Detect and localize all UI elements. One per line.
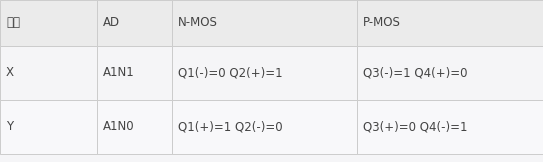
Bar [172, 46, 357, 100]
Text: A1N0: A1N0 [103, 121, 135, 133]
Bar [0, 46, 97, 100]
Bar [0, 0, 97, 46]
Bar [97, 46, 172, 100]
Text: Q3(-)=1 Q4(+)=0: Q3(-)=1 Q4(+)=0 [363, 66, 468, 80]
Bar [172, 100, 357, 154]
Text: 方向: 方向 [6, 17, 20, 29]
Text: Q1(-)=0 Q2(+)=1: Q1(-)=0 Q2(+)=1 [178, 66, 282, 80]
Bar [97, 100, 172, 154]
Text: AD: AD [103, 17, 120, 29]
Text: N-MOS: N-MOS [178, 17, 218, 29]
Bar [357, 100, 543, 154]
Text: X: X [6, 66, 14, 80]
Text: P-MOS: P-MOS [363, 17, 401, 29]
Bar [97, 0, 172, 46]
Text: Q3(+)=0 Q4(-)=1: Q3(+)=0 Q4(-)=1 [363, 121, 468, 133]
Bar [357, 46, 543, 100]
Bar [357, 0, 543, 46]
Text: A1N1: A1N1 [103, 66, 135, 80]
Bar [0, 100, 97, 154]
Bar [172, 0, 357, 46]
Text: Y: Y [6, 121, 13, 133]
Text: Q1(+)=1 Q2(-)=0: Q1(+)=1 Q2(-)=0 [178, 121, 282, 133]
